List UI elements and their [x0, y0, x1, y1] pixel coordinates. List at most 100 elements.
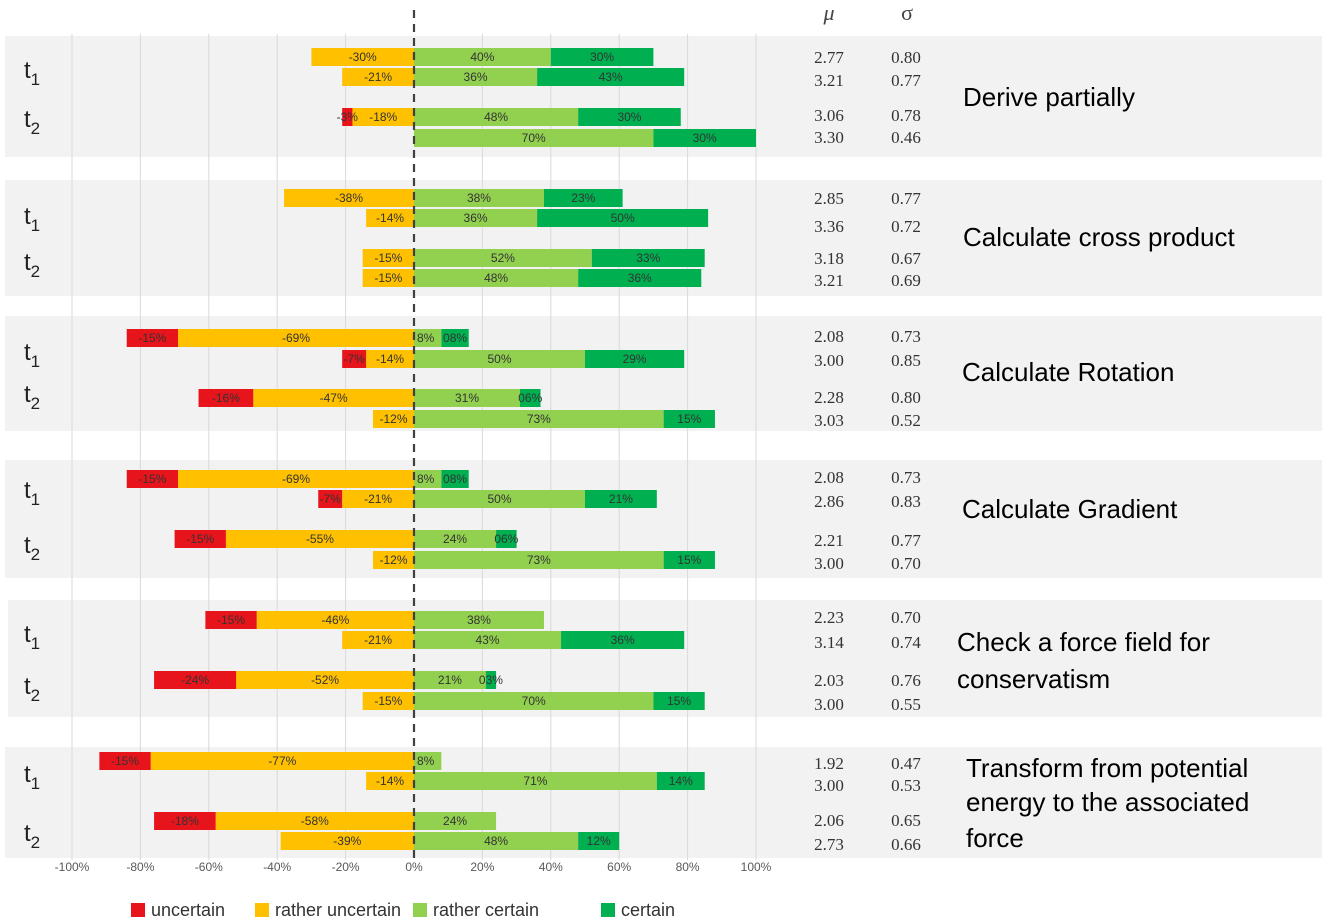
bar-label-rather-uncertain: -21% — [364, 492, 392, 506]
bar-label-uncertain: -16% — [212, 391, 240, 405]
bar-rather-uncertain — [366, 209, 414, 227]
time-label-sub: 1 — [31, 634, 40, 653]
bar-rather-uncertain — [178, 470, 414, 488]
time-label-t1: t1 — [24, 477, 40, 509]
bar-label-certain: 23% — [571, 191, 595, 205]
bar-label-certain: 30% — [617, 110, 641, 124]
bar-uncertain — [174, 530, 226, 548]
mean-value: 2.28 — [814, 388, 844, 407]
x-tick-label: -40% — [263, 860, 291, 874]
bar-certain — [585, 490, 657, 508]
bar-rather-certain — [414, 812, 497, 830]
time-label-sub: 1 — [31, 70, 40, 89]
sd-value: 0.77 — [891, 189, 921, 208]
bar-label-rather-uncertain: -55% — [306, 532, 334, 546]
bar-rather-certain — [414, 249, 592, 267]
bar-label-rather-certain: 73% — [527, 412, 551, 426]
bar-label-certain: 06% — [518, 391, 542, 405]
mean-value: 2.77 — [814, 48, 844, 67]
time-label-main: t — [24, 820, 31, 847]
sd-value: 0.76 — [891, 671, 921, 690]
bar-rather-uncertain — [342, 68, 414, 86]
bar-label-certain: 36% — [611, 633, 635, 647]
bar-label-rather-certain: 36% — [464, 211, 488, 225]
bar-rather-uncertain — [342, 490, 414, 508]
bar-label-rather-uncertain: -12% — [379, 412, 407, 426]
bar-certain — [520, 389, 541, 407]
legend-label-uncertain: uncertain — [151, 900, 225, 920]
bar-rather-certain — [414, 692, 654, 710]
bar-rather-uncertain — [150, 752, 414, 770]
time-label-main: t — [24, 381, 31, 408]
bar-label-certain: 30% — [590, 50, 614, 64]
mean-value: 2.08 — [814, 327, 844, 346]
mean-value: 2.86 — [814, 492, 844, 511]
x-tick-label: -80% — [126, 860, 154, 874]
bar-certain — [653, 129, 756, 147]
bar-rather-certain — [414, 389, 521, 407]
bar-label-rather-certain: 70% — [522, 131, 546, 145]
legend-label-rather_uncertain: rather uncertain — [275, 900, 401, 920]
bar-rather-certain — [414, 551, 664, 569]
bar-label-rather-uncertain: -14% — [376, 352, 404, 366]
x-tick-label: 100% — [741, 860, 772, 874]
time-label-sub: 2 — [31, 545, 40, 564]
bar-label-certain: 15% — [667, 694, 691, 708]
time-label-t2: t2 — [24, 532, 40, 564]
time-label-main: t — [24, 532, 31, 559]
bar-label-rather-uncertain: -15% — [374, 251, 402, 265]
time-label-main: t — [24, 339, 31, 366]
sd-value: 0.67 — [891, 249, 921, 268]
bar-label-uncertain: -7% — [343, 352, 365, 366]
bar-certain — [653, 692, 705, 710]
bar-label-uncertain: -15% — [111, 754, 139, 768]
sd-value: 0.65 — [891, 811, 921, 830]
bar-certain — [537, 209, 709, 227]
bar-rather-uncertain — [352, 108, 414, 126]
bar-label-rather-certain: 73% — [527, 553, 551, 567]
bar-rather-certain — [414, 752, 442, 770]
mean-value: 3.00 — [814, 554, 844, 573]
bar-certain — [441, 470, 469, 488]
time-label-t1: t1 — [24, 761, 40, 793]
mean-value: 3.36 — [814, 217, 844, 236]
mean-value: 3.14 — [814, 633, 844, 652]
bar-uncertain — [198, 389, 254, 407]
bar-label-certain: 36% — [628, 271, 652, 285]
bar-label-uncertain: -15% — [138, 472, 166, 486]
bar-certain — [663, 551, 715, 569]
mean-value: 2.08 — [814, 468, 844, 487]
bar-label-certain: 15% — [677, 553, 701, 567]
mean-value: 3.21 — [814, 71, 844, 90]
bar-rather-certain — [414, 350, 585, 368]
sd-value: 0.73 — [891, 327, 921, 346]
mean-value: 3.00 — [814, 351, 844, 370]
mean-value: 3.06 — [814, 106, 844, 125]
mean-value: 3.21 — [814, 271, 844, 290]
mean-value: 2.85 — [814, 189, 844, 208]
mean-value: 1.92 — [814, 754, 844, 773]
bar-uncertain — [342, 108, 353, 126]
task-title: Transform from potential — [966, 753, 1248, 783]
bar-label-uncertain: -15% — [217, 613, 245, 627]
sd-header: σ — [901, 0, 913, 25]
bar-label-certain: 08% — [443, 331, 467, 345]
bar-rather-uncertain — [342, 631, 414, 649]
time-label-sub: 2 — [31, 394, 40, 413]
bar-label-rather-uncertain: -47% — [320, 391, 348, 405]
sd-value: 0.78 — [891, 106, 921, 125]
task-title: Calculate cross product — [963, 222, 1235, 252]
bar-label-rather-certain: 8% — [417, 472, 435, 486]
sd-value: 0.73 — [891, 468, 921, 487]
bar-certain — [578, 108, 681, 126]
sd-value: 0.80 — [891, 48, 921, 67]
bar-rather-certain — [414, 772, 657, 790]
bar-certain — [441, 329, 469, 347]
x-tick-label: 80% — [676, 860, 700, 874]
bar-certain — [537, 68, 685, 86]
time-label-t2: t2 — [24, 673, 40, 705]
bar-label-rather-uncertain: -38% — [335, 191, 363, 205]
bar-label-rather-certain: 24% — [443, 532, 467, 546]
x-tick-label: 40% — [539, 860, 563, 874]
bar-rather-uncertain — [236, 671, 414, 689]
